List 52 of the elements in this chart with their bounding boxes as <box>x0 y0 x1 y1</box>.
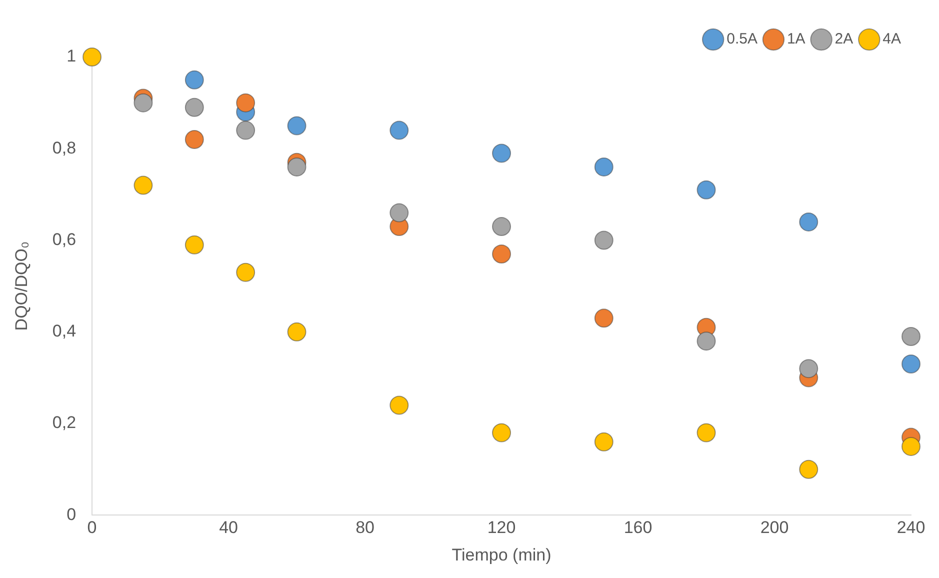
y-tick-label: 0,6 <box>52 230 76 249</box>
legend-label: 1A <box>786 30 806 48</box>
y-tick-label: 0,2 <box>52 413 76 432</box>
legend-label: 0.5A <box>726 30 758 48</box>
point <box>390 396 409 415</box>
point <box>236 120 256 140</box>
point <box>492 217 512 236</box>
point <box>696 332 716 351</box>
x-tick-label: 160 <box>624 518 652 538</box>
point <box>799 460 818 479</box>
legend-label: 4A <box>882 30 902 48</box>
x-tick-label: 0 <box>87 518 97 538</box>
point <box>492 144 512 163</box>
point <box>184 98 204 117</box>
point <box>594 308 614 328</box>
point <box>696 423 716 442</box>
point <box>594 432 614 452</box>
x-tick-label: 80 <box>356 518 374 538</box>
y-tick-label: 1 <box>66 46 76 66</box>
point <box>799 212 818 232</box>
point <box>594 157 614 176</box>
point <box>902 436 920 456</box>
point <box>696 180 716 200</box>
point <box>236 262 256 282</box>
x-tick-label: 240 <box>896 518 926 538</box>
point <box>492 423 512 442</box>
x-tick-label: 200 <box>760 518 789 538</box>
x-tick-label: 40 <box>219 518 238 538</box>
point <box>799 359 818 378</box>
x-tick-label: 120 <box>487 518 516 538</box>
point <box>287 322 306 342</box>
point <box>902 354 920 374</box>
point <box>390 203 409 222</box>
legend-label: 2A <box>834 30 854 48</box>
point <box>184 235 204 254</box>
point <box>236 93 256 112</box>
point <box>184 70 204 90</box>
point <box>287 157 306 176</box>
x-axis-title: Tiempo (min) <box>452 545 552 564</box>
point <box>594 230 614 250</box>
y-tick-label: 0,4 <box>52 322 76 341</box>
point <box>902 327 920 346</box>
point <box>184 130 204 149</box>
point <box>134 93 153 112</box>
point <box>287 116 306 136</box>
point <box>390 120 409 140</box>
y-axis-title: DQO/DQO₀ <box>12 241 31 331</box>
point <box>134 176 153 195</box>
point <box>82 48 102 66</box>
point <box>492 244 512 264</box>
y-tick-label: 0,8 <box>52 138 76 158</box>
y-tick-label: 0 <box>66 504 76 524</box>
